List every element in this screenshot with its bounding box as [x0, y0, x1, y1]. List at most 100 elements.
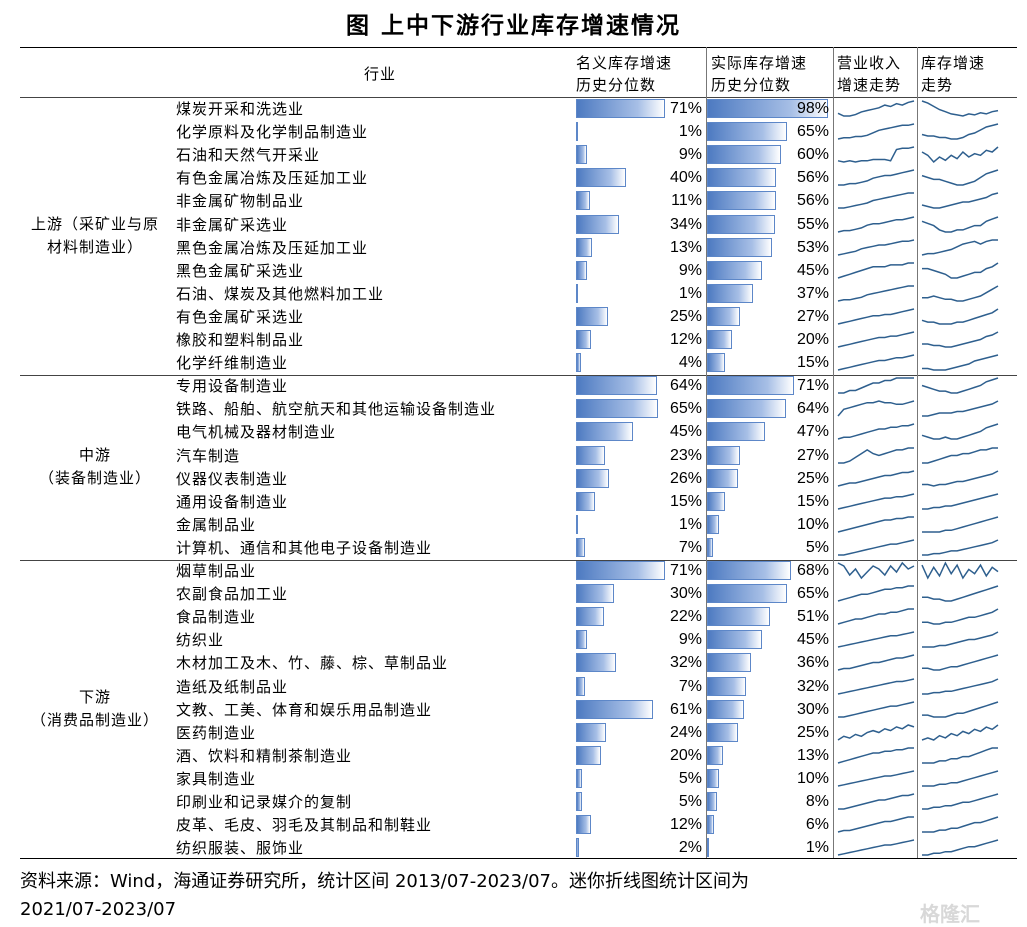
revenue-sparkline — [837, 400, 915, 417]
inventory-sparkline-line — [922, 677, 999, 695]
table-row: 煤炭开采和洗选业 71% 98% — [0, 97, 1027, 120]
inventory-sparkline-line — [922, 539, 999, 556]
page-title: 图 上中下游行业库存增速情况 — [345, 13, 681, 39]
inventory-sparkline-line — [921, 100, 999, 117]
inventory-sparkline — [922, 446, 998, 464]
nominal-bar — [576, 491, 595, 511]
real-percentile: 25% — [796, 469, 829, 487]
real-percentile: 13% — [796, 746, 829, 764]
revenue-sparkline-line — [838, 446, 914, 464]
inventory-sparkline — [922, 354, 999, 371]
inventory-sparkline-line — [922, 285, 999, 302]
inventory-sparkline — [921, 215, 999, 233]
revenue-sparkline-line — [837, 631, 915, 649]
nominal-percentile: 34% — [669, 215, 702, 233]
industry-name: 通用设备制造业 — [176, 492, 289, 511]
industry-name: 家具制造业 — [176, 769, 257, 788]
nominal-bar — [576, 306, 608, 326]
real-percentile: 36% — [796, 654, 829, 672]
revenue-sparkline-line — [837, 608, 914, 625]
inventory-sparkline-line — [922, 700, 999, 718]
inventory-sparkline — [921, 123, 999, 140]
table-row: 有色金属冶炼及压延加工业 40% 56% — [0, 166, 1027, 189]
industry-name: 石油、煤炭及其他燃料加工业 — [176, 284, 385, 303]
nominal-bar — [576, 445, 605, 465]
inventory-sparkline — [921, 100, 999, 117]
table-row: 印刷业和记录媒介的复制 5% 8% — [0, 790, 1027, 813]
watermark-logo: 格隆汇 — [920, 902, 980, 926]
nominal-percentile: 1% — [678, 284, 702, 302]
table-row: 铁路、船舶、航空航天和其他运输设备制造业 65% 64% — [0, 397, 1027, 420]
revenue-sparkline — [837, 585, 914, 602]
nominal-bar — [576, 838, 579, 858]
nominal-bar — [576, 722, 607, 742]
real-percentile: 65% — [796, 585, 829, 603]
header-revenue-line2: 增速走势 — [837, 76, 902, 94]
nominal-bar — [576, 191, 590, 211]
inventory-sparkline — [922, 516, 999, 533]
revenue-sparkline — [837, 354, 915, 371]
real-bar — [707, 376, 795, 396]
nominal-percentile: 7% — [678, 538, 702, 556]
inventory-sparkline — [922, 469, 999, 487]
revenue-sparkline-line — [837, 561, 915, 580]
real-percentile: 98% — [796, 100, 829, 117]
revenue-sparkline — [837, 770, 915, 787]
industry-name: 化学纤维制造业 — [176, 354, 289, 373]
revenue-sparkline — [838, 539, 915, 556]
nominal-bar — [576, 745, 602, 765]
inventory-sparkline-line — [921, 169, 999, 187]
real-bar — [707, 260, 763, 280]
header-revenue-line1: 营业收入 — [837, 54, 902, 72]
inventory-sparkline-line — [921, 377, 999, 394]
industry-name: 专用设备制造业 — [176, 377, 289, 396]
revenue-sparkline-line — [838, 192, 914, 210]
inventory-sparkline-line — [922, 747, 998, 764]
nominal-percentile: 9% — [678, 261, 702, 279]
revenue-sparkline — [837, 261, 914, 279]
revenue-sparkline — [837, 423, 915, 441]
real-percentile: 55% — [796, 215, 829, 233]
inventory-sparkline — [922, 700, 999, 718]
real-bar — [707, 676, 747, 696]
industry-name: 食品制造业 — [176, 608, 257, 627]
inventory-sparkline — [922, 608, 999, 625]
table-row: 石油、煤炭及其他燃料加工业 1% 37% — [0, 282, 1027, 305]
table-row: 金属制品业 1% 10% — [0, 513, 1027, 536]
nominal-bar — [576, 768, 583, 788]
header-nominal-line2: 历史分位数 — [576, 76, 657, 94]
inventory-sparkline-line — [922, 516, 999, 533]
inventory-sparkline — [921, 724, 999, 741]
nominal-bar — [576, 260, 588, 280]
real-bar — [707, 792, 717, 811]
revenue-sparkline — [837, 146, 915, 163]
nominal-percentile: 64% — [669, 377, 702, 395]
real-bar — [707, 607, 770, 627]
inventory-sparkline-line — [922, 631, 999, 649]
nominal-bar — [576, 468, 609, 488]
column-divider-inv — [917, 47, 918, 858]
nominal-bar — [576, 399, 658, 419]
header-bottom-border — [20, 97, 1017, 98]
revenue-sparkline-line — [837, 423, 915, 441]
table-row: 木材加工及木、竹、藤、棕、草制品业 32% 36% — [0, 651, 1027, 674]
inventory-sparkline — [921, 192, 999, 210]
nominal-bar — [576, 214, 619, 234]
real-bar — [707, 699, 744, 719]
revenue-sparkline — [837, 516, 914, 533]
segment-midstream: 中游 （装备制造业） — [20, 444, 170, 490]
nominal-percentile: 30% — [669, 585, 702, 603]
table-row: 专用设备制造业 64% 71% — [0, 374, 1027, 397]
real-percentile: 1% — [805, 839, 829, 857]
real-percentile: 8% — [805, 793, 829, 810]
inventory-sparkline-line — [922, 608, 999, 625]
nominal-percentile: 12% — [669, 816, 702, 834]
table-row: 纺织业 9% 45% — [0, 628, 1027, 651]
inventory-sparkline-line — [922, 654, 999, 672]
header-revenue: 营业收入 增速走势 — [837, 52, 917, 96]
revenue-sparkline-line — [837, 492, 915, 510]
header-nominal-line1: 名义库存增速 — [576, 54, 673, 72]
revenue-sparkline — [838, 192, 914, 210]
real-percentile: 45% — [796, 261, 829, 279]
revenue-sparkline-line — [837, 100, 915, 117]
